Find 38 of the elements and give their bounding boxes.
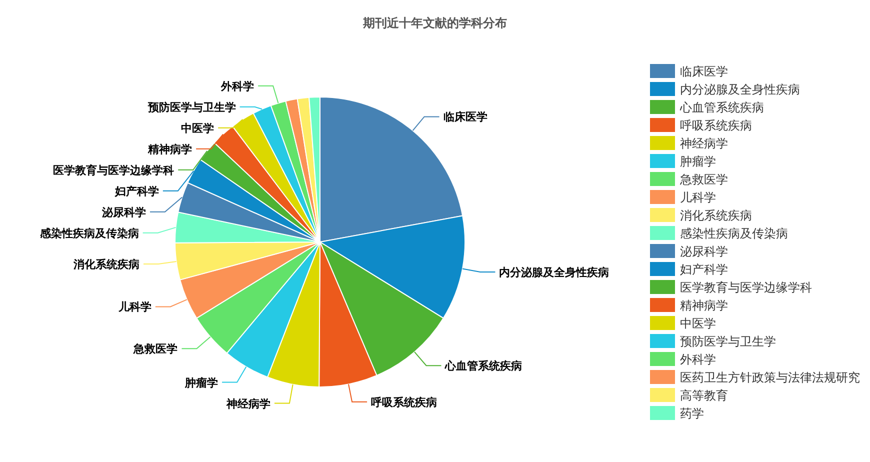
slice-label: 儿科学 xyxy=(117,300,152,314)
slice-label: 外科学 xyxy=(220,80,254,93)
slice-label: 感染性疾病及传染病 xyxy=(38,226,139,240)
slice-label: 精神病学 xyxy=(147,142,192,156)
legend-label: 医药卫生方针政策与法律法规研究 xyxy=(680,370,860,384)
slice-label: 急救医学 xyxy=(132,342,178,356)
legend-label: 肿瘤学 xyxy=(680,154,716,168)
legend-label: 外科学 xyxy=(680,352,716,366)
legend-label: 精神病学 xyxy=(680,298,728,312)
legend-label: 中医学 xyxy=(680,316,716,330)
slice-label: 心血管系统疾病 xyxy=(444,360,522,373)
legend-label: 神经病学 xyxy=(680,136,728,150)
legend-label: 泌尿科学 xyxy=(680,244,728,258)
slice-label: 妇产科学 xyxy=(114,184,159,198)
legend-label: 内分泌腺及全身性疾病 xyxy=(680,82,800,96)
legend-label: 预防医学与卫生学 xyxy=(680,334,776,348)
slice-label: 神经病学 xyxy=(225,397,270,410)
slice-label: 泌尿科学 xyxy=(100,206,146,219)
slice-label: 呼吸系统疾病 xyxy=(371,396,438,409)
legend-label: 儿科学 xyxy=(680,190,716,204)
legend-label: 妇产科学 xyxy=(680,262,728,276)
legend-label: 消化系统疾病 xyxy=(680,208,752,222)
legend-label: 心血管系统疾病 xyxy=(679,100,764,114)
legend-label: 药学 xyxy=(680,406,704,420)
legend-label: 临床医学 xyxy=(680,64,728,78)
legend-label: 高等教育 xyxy=(680,388,728,402)
slice-label: 预防医学与卫生学 xyxy=(146,100,236,114)
legend-label: 感染性疾病及传染病 xyxy=(680,226,788,240)
slice-label: 中医学 xyxy=(181,122,214,135)
chart-title: 期刊近十年文献的学科分布 xyxy=(362,16,507,30)
slice-label: 消化系统疾病 xyxy=(72,258,140,271)
slice-label: 内分泌腺及全身性疾病 xyxy=(499,266,610,280)
legend-label: 呼吸系统疾病 xyxy=(680,118,752,132)
slice-label: 临床医学 xyxy=(443,110,488,124)
legend-label: 急救医学 xyxy=(679,172,728,186)
slice-label: 肿瘤学 xyxy=(184,376,218,390)
legend-label: 医学教育与医学边缘学科 xyxy=(680,280,812,294)
slice-label: 医学教育与医学边缘学科 xyxy=(53,164,174,177)
